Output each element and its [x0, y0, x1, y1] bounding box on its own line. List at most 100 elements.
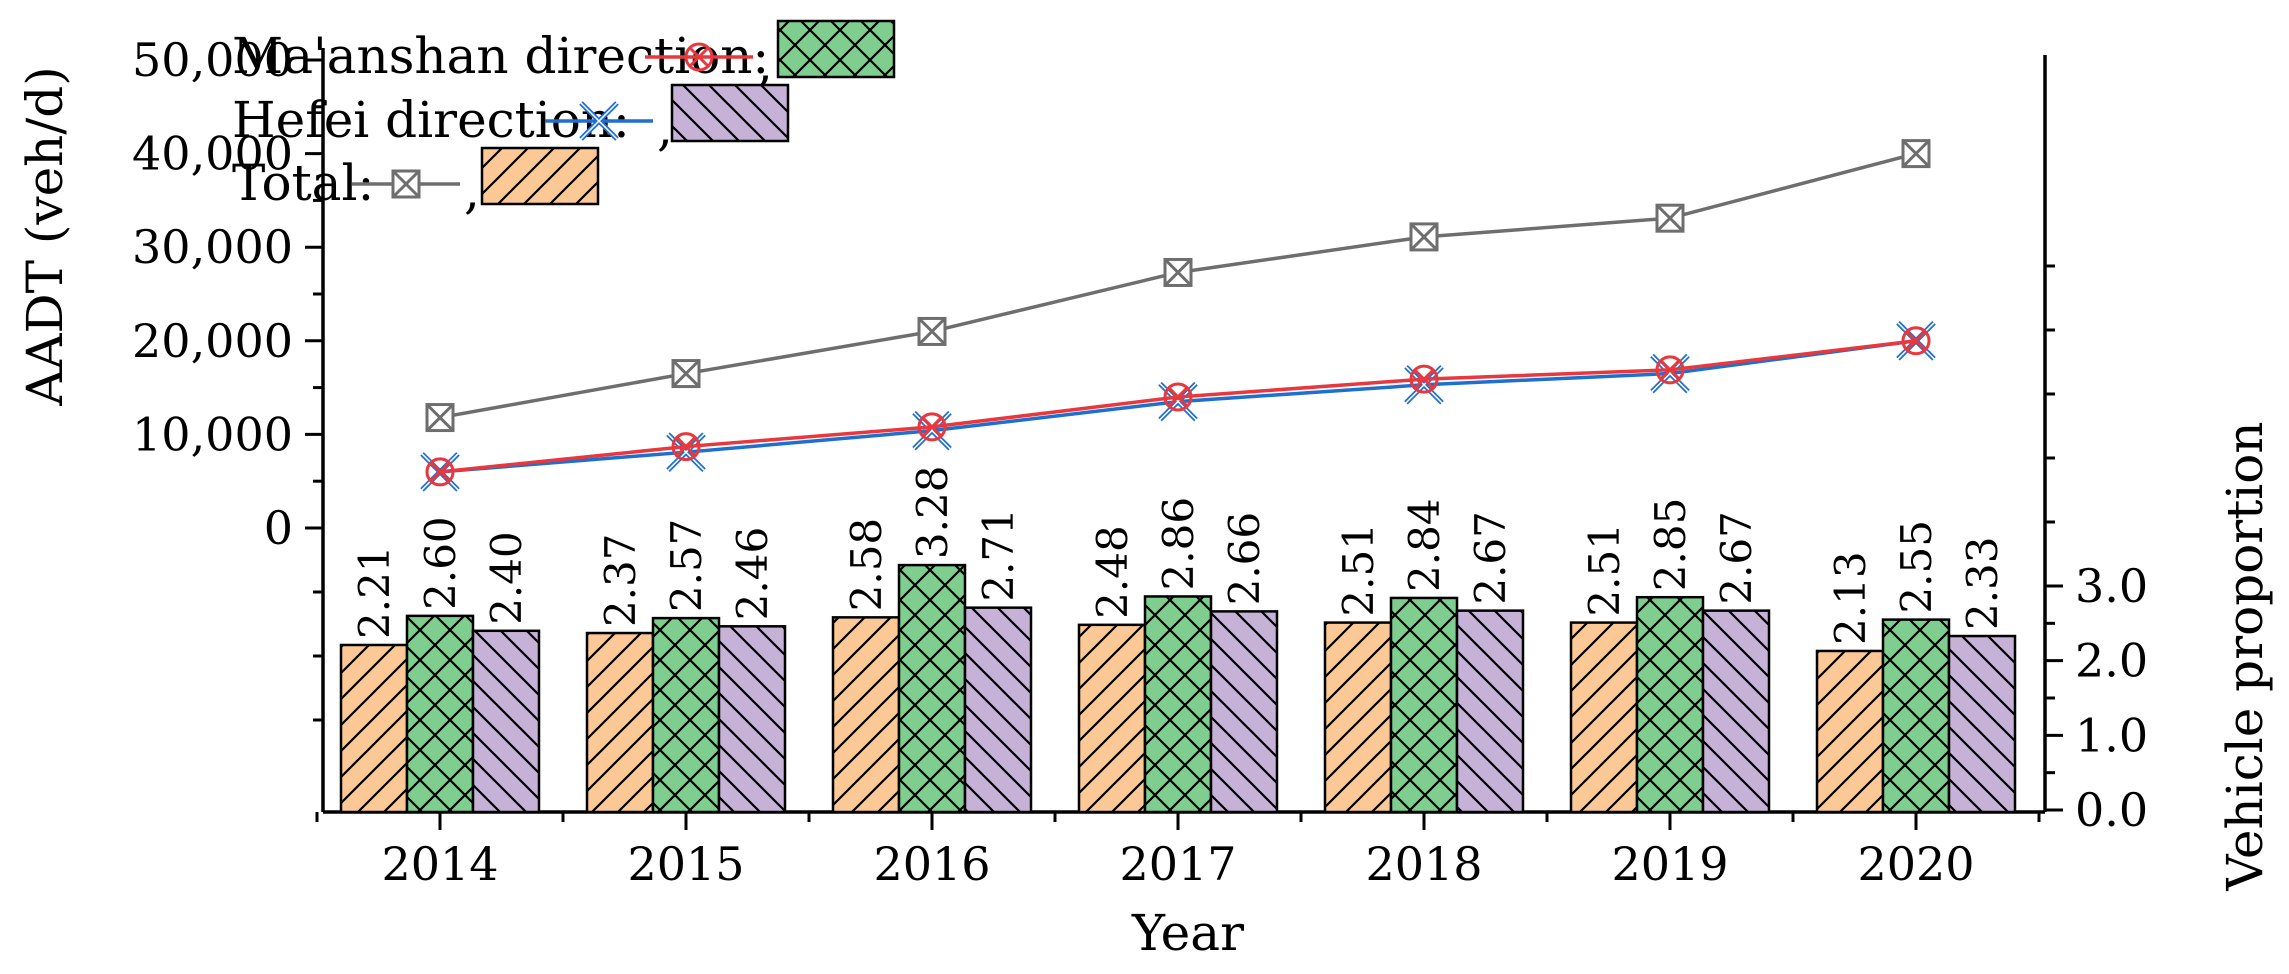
bar-data-label: 2.67 [1466, 511, 1515, 605]
y-right-tick-label: 2.0 [2075, 634, 2148, 688]
bar-data-label: 2.67 [1712, 511, 1761, 605]
bar-data-label: 2.46 [728, 527, 777, 621]
legend-marker [684, 42, 714, 72]
x-axis-title: Year [1131, 904, 1244, 962]
series-marker-cross [429, 461, 451, 482]
bar-data-label: 2.37 [596, 534, 645, 628]
bar [585, 631, 655, 814]
series-marker-inner [913, 412, 951, 450]
series-marker-cross [1413, 369, 1435, 390]
legend-separator: , [757, 35, 773, 93]
legend-marker-cross [688, 46, 710, 68]
bar-data-label: 2.21 [350, 545, 399, 639]
bar-data-label: 2.60 [416, 516, 465, 610]
bar [1143, 595, 1213, 814]
y-right-tick-label: 1.0 [2075, 708, 2148, 762]
bar-data-label: 2.51 [1580, 523, 1629, 617]
bar-data-label: 2.85 [1646, 498, 1695, 592]
x-tick-label: 2015 [627, 837, 744, 891]
bar [897, 563, 967, 814]
y-right-tick-label: 0.0 [2075, 783, 2148, 837]
legend-label: Total: [232, 154, 374, 212]
bar-data-label: 2.40 [482, 531, 531, 625]
series-marker-cross [917, 317, 947, 346]
bar [1389, 596, 1459, 814]
series-marker-cross [1901, 139, 1931, 168]
bar-data-label: 3.28 [908, 466, 957, 560]
bar [1323, 621, 1393, 814]
series-line [439, 339, 1917, 474]
series-marker [1655, 355, 1685, 385]
y-left-tick-label: 0 [264, 501, 293, 555]
bar [963, 606, 1033, 814]
legend-bar-swatch [776, 19, 896, 79]
series-marker-cross [675, 436, 697, 457]
bar [1635, 595, 1705, 814]
x-tick-label: 2017 [1119, 837, 1236, 891]
legend-marker-inner [580, 102, 618, 140]
legend: Ma'anshan direction:,Hefei direction: ,To… [232, 19, 896, 220]
series-marker-cross [1167, 386, 1189, 408]
bar [1701, 609, 1771, 814]
bar-data-label: 2.66 [1220, 512, 1269, 606]
x-tick-label: 2019 [1611, 837, 1728, 891]
bar-data-label: 2.57 [662, 519, 711, 613]
series-marker [917, 412, 947, 442]
series-marker-cross [1905, 330, 1927, 351]
y-left-tick-label: 30,000 [132, 220, 293, 274]
bar-data-label: 2.84 [1400, 498, 1449, 592]
lines [420, 139, 1936, 492]
series-marker-inner [1651, 355, 1689, 393]
series-marker-cross [1659, 359, 1681, 380]
y-axis-right-title: Vehicle proportion [2216, 421, 2274, 891]
legend-bar-swatch [480, 146, 600, 206]
bar-data-label: 2.58 [842, 518, 891, 612]
bar-data-label: 2.33 [1958, 537, 2007, 631]
bar [471, 629, 541, 814]
series-marker-cross [1409, 222, 1439, 251]
x-tick-label: 2014 [381, 837, 498, 891]
x-tick-label: 2016 [873, 837, 990, 891]
series-line [439, 339, 1917, 474]
series-marker-cross [1655, 204, 1685, 233]
bar-data-label: 2.55 [1892, 520, 1941, 614]
series-marker-cross [921, 416, 943, 437]
y-axis-left-title: AADT (veh/d) [16, 66, 74, 406]
bar [1815, 649, 1885, 814]
series-marker-cross [425, 403, 455, 432]
bar [651, 616, 721, 814]
bar [339, 643, 409, 814]
axes: 0 10,000 20,000 30,000 40,000 50,000 0.0 1.0 2.0… [132, 33, 2148, 891]
y-left-tick-label: 10,000 [132, 407, 293, 461]
legend-separator: , [464, 162, 480, 220]
legend-marker-cross [391, 169, 421, 199]
bar-data-label: 2.71 [974, 508, 1023, 602]
bar-data-label: 2.48 [1088, 525, 1137, 619]
legend-separator: , [657, 99, 673, 157]
bar [405, 614, 475, 814]
series-marker [1409, 364, 1439, 394]
bar-labels: 2.21 2.37 2.58 2.48 2.51 2.51 2.13 2.60 2.57 3.28… [350, 466, 2007, 645]
bar [1947, 634, 2017, 814]
bar [1881, 618, 1951, 814]
legend-bar-swatch [670, 83, 790, 143]
bar [1455, 609, 1525, 814]
bar [831, 616, 901, 814]
y-left-tick-label: 50,000 [132, 33, 293, 87]
bar-data-label: 2.86 [1154, 497, 1203, 591]
series-marker [1163, 382, 1193, 412]
x-tick-label: 2018 [1365, 837, 1482, 891]
y-left-tick-label: 40,000 [132, 127, 293, 181]
bar [1209, 610, 1279, 814]
bar [1569, 621, 1639, 814]
bar-data-label: 2.51 [1334, 523, 1383, 617]
y-right-tick-label: 3.0 [2075, 559, 2148, 613]
bar [717, 625, 787, 814]
y-left-tick-label: 20,000 [132, 314, 293, 368]
series-marker [1901, 326, 1931, 356]
x-tick-label: 2020 [1857, 837, 1974, 891]
series-marker-cross [671, 359, 701, 388]
bar-data-label: 2.13 [1826, 551, 1875, 645]
series-marker-cross [1163, 258, 1193, 287]
